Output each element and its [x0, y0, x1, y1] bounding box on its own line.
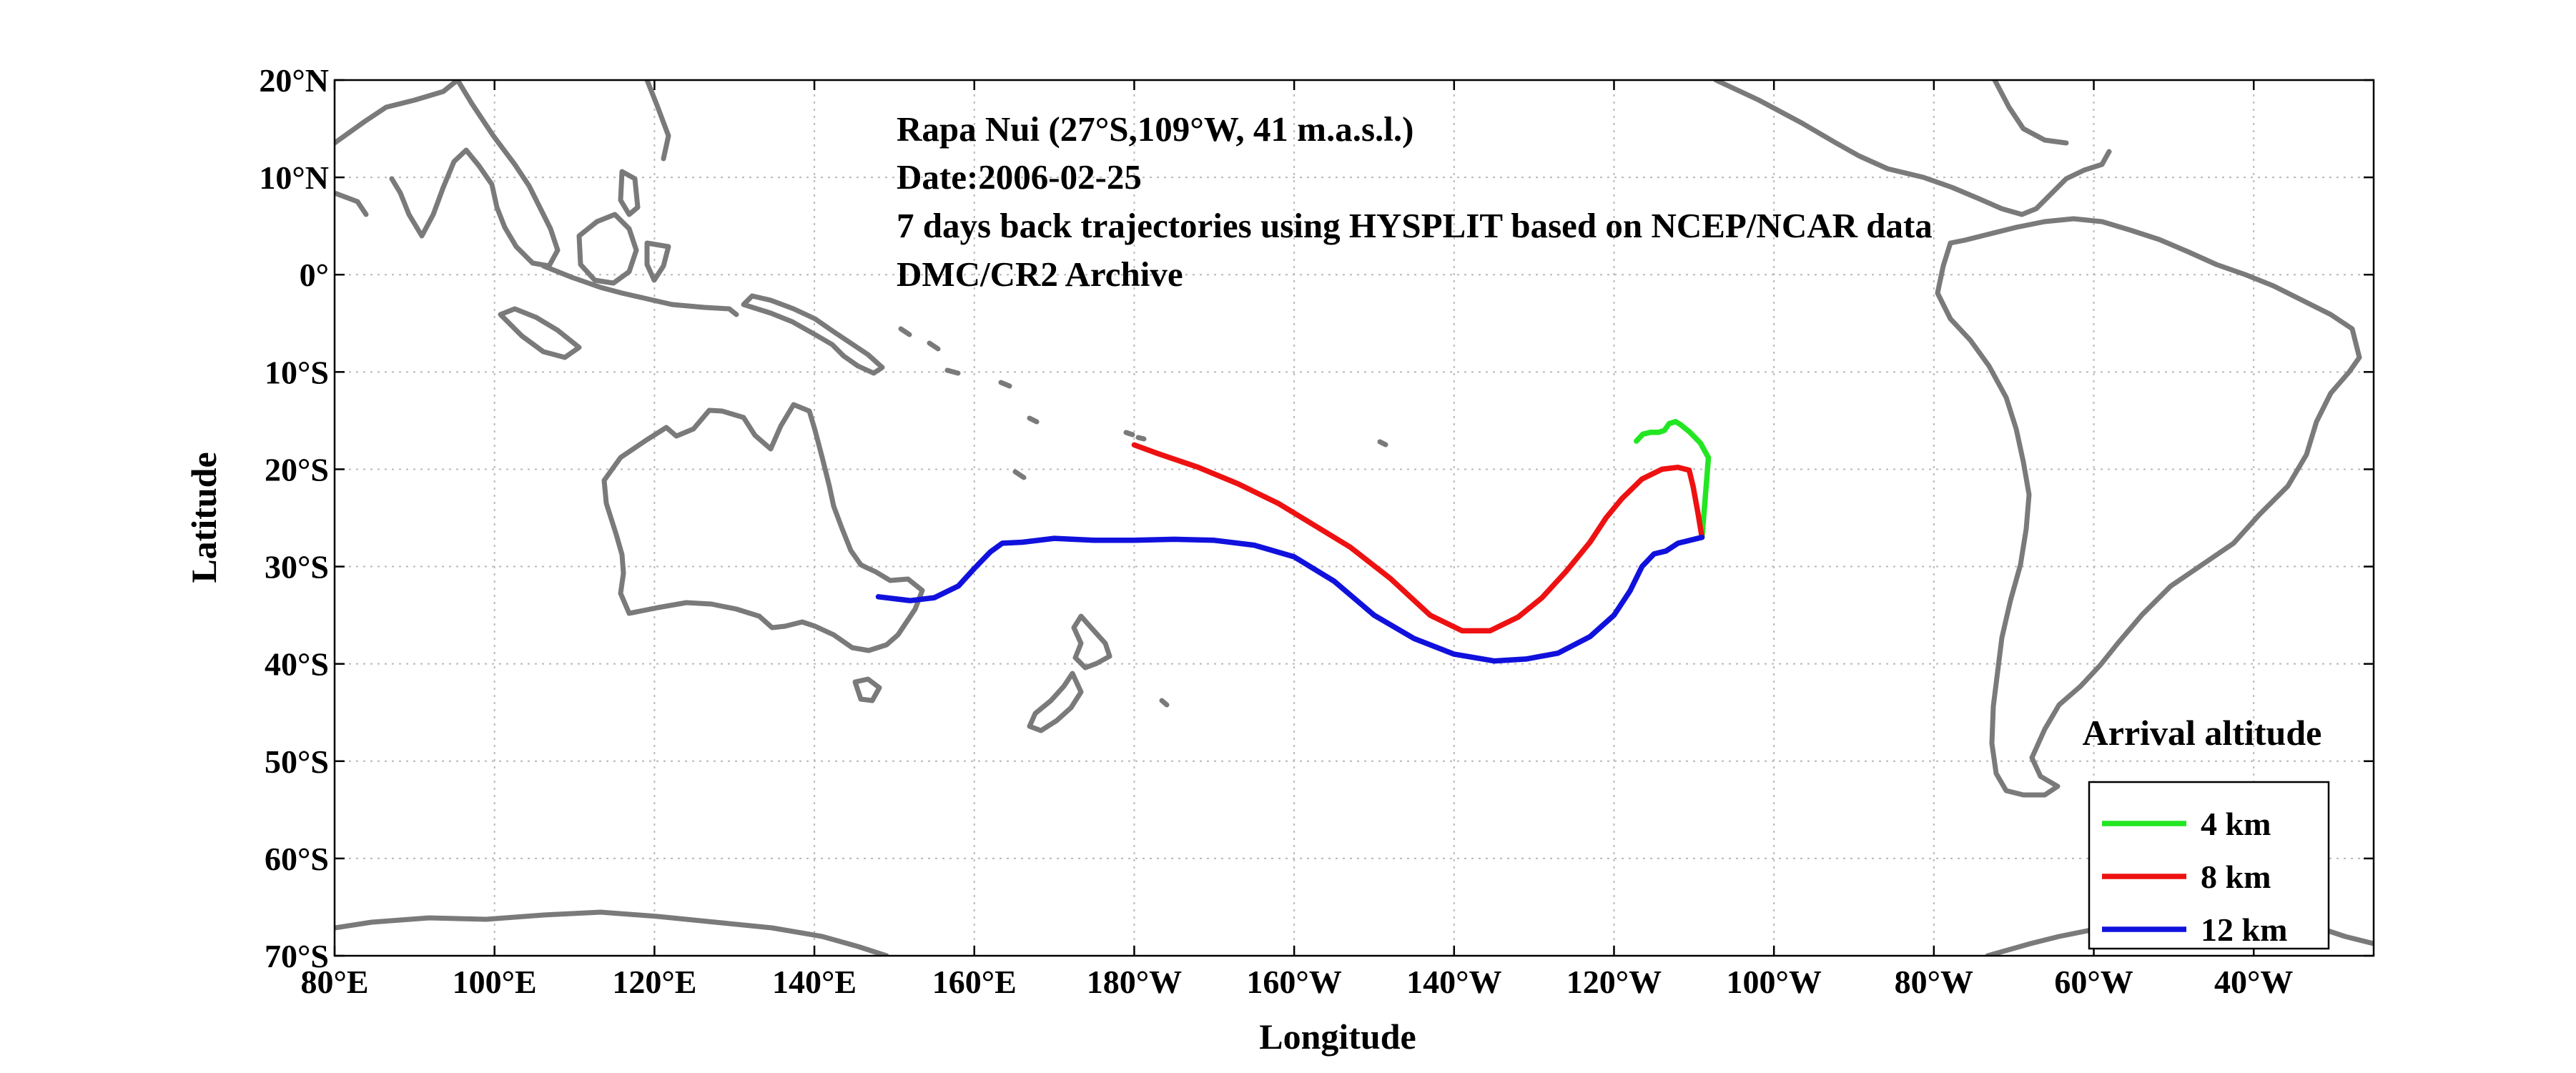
coastline-pacific-islands [898, 326, 1388, 708]
coastline-southeast-asia [335, 80, 739, 317]
x-tick-label: 120°W [1566, 964, 1662, 1000]
coastline-antarctica [335, 899, 2374, 956]
y-tick-label: 40°S [265, 646, 329, 683]
y-tick-label: 20°S [265, 451, 329, 488]
x-tick-label: 180°W [1087, 964, 1182, 1000]
coastline-australia [601, 402, 925, 653]
x-tick-label: 60°W [2054, 964, 2133, 1000]
legend-label: 12 km [2201, 911, 2287, 948]
x-tick-label: 140°E [772, 964, 857, 1000]
y-tick-label: 10°N [259, 159, 329, 196]
legend-frame [2088, 781, 2330, 950]
info-archive: DMC/CR2 Archive [897, 254, 1183, 294]
info-date: Date:2006-02-25 [897, 157, 1142, 197]
axis-ticks: 80°E 100°E 120°E 140°E 160°E 180°W 160°W 140°W 1… [259, 62, 2374, 1000]
y-tick-label: 10°S [265, 354, 329, 390]
y-tick-label: 70°S [265, 938, 329, 974]
x-tick-label: 100°W [1726, 964, 1821, 1000]
info-method: 7 days back trajectories using HYSPLIT b… [897, 206, 1933, 245]
x-tick-label: 120°E [612, 964, 696, 1000]
legend-label: 8 km [2201, 859, 2271, 895]
coastline-new-guinea [741, 293, 885, 376]
x-tick-label: 80°E [300, 964, 368, 1000]
legend-title: Arrival altitude [2083, 713, 2322, 753]
y-tick-label: 50°S [265, 743, 329, 780]
trajectories [875, 419, 1712, 664]
y-tick-label: 30°S [265, 549, 329, 585]
y-tick-label: 20°N [259, 62, 329, 99]
coastline-tasmania [852, 676, 882, 703]
trajectory-8-km [1131, 442, 1705, 634]
x-axis-label: Longitude [1259, 1017, 1416, 1057]
coastline-sumatra-borneo [498, 169, 671, 360]
x-tick-label: 160°W [1246, 964, 1341, 1000]
info-location: Rapa Nui (27°S,109°W, 41 m.a.s.l.) [897, 109, 1413, 149]
coastline-south-america [1935, 216, 2362, 798]
x-tick-label: 80°W [1895, 964, 1973, 1000]
trajectory-12-km [875, 534, 1705, 664]
coastline-north-america [1713, 80, 2112, 217]
info-text-block: Rapa Nui (27°S,109°W, 41 m.a.s.l.) Date:… [897, 109, 1933, 294]
legend-label: 4 km [2201, 806, 2271, 842]
trajectory-4-km [1634, 419, 1712, 540]
x-tick-label: 160°E [932, 964, 1017, 1000]
y-axis-label: Latitude [184, 452, 224, 583]
y-tick-label: 60°S [265, 841, 329, 877]
x-tick-label: 140°W [1406, 964, 1501, 1000]
x-tick-label: 100°E [453, 964, 537, 1000]
legend: 4 km 8 km 12 km [2088, 781, 2330, 950]
plot-frame [333, 79, 2375, 957]
y-tick-label: 0° [300, 257, 329, 293]
coastline-new-zealand [1027, 613, 1112, 733]
x-tick-label: 40°W [2214, 964, 2293, 1000]
